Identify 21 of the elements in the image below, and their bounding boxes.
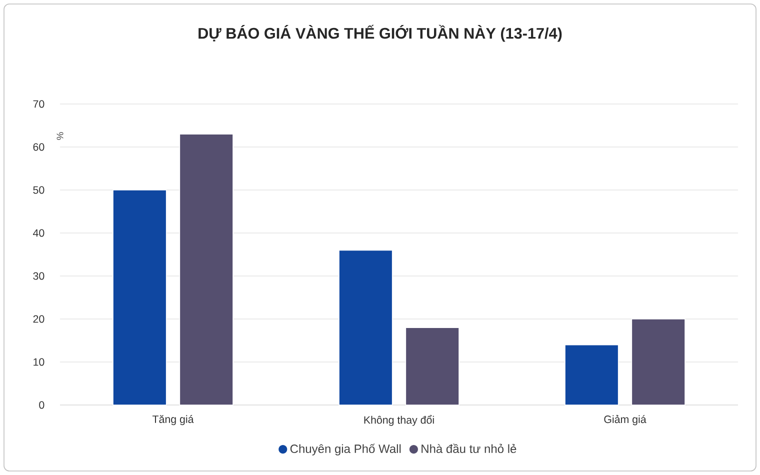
bar <box>564 344 619 406</box>
y-tick-label: 0 <box>39 401 44 409</box>
bar <box>112 190 167 406</box>
y-axis-title: % <box>56 132 64 140</box>
y-tick-label: 50 <box>33 186 44 194</box>
bar <box>338 250 393 406</box>
y-tick-label: 40 <box>33 229 44 237</box>
y-tick-label: 30 <box>33 272 44 280</box>
bar <box>179 134 234 406</box>
chart-title: DỰ BÁO GIÁ VÀNG THẾ GIỚI TUẦN NÀY (13-17/4) <box>198 24 562 42</box>
legend-label: Chuyên gia Phố Wall <box>290 444 401 456</box>
legend-label: Nhà đầu tư nhỏ lẻ <box>422 444 516 454</box>
y-tick-label: 10 <box>34 358 44 366</box>
y-tick-label: 20 <box>33 315 44 323</box>
x-tick-label: Giảm giá <box>604 415 646 426</box>
bar <box>405 327 460 406</box>
y-tick-label: 60 <box>33 143 44 151</box>
x-tick-label: Không thay đổi <box>364 415 434 426</box>
x-tick-label: Tăng giá <box>152 415 194 426</box>
y-tick-label: 70 <box>33 100 44 108</box>
bar <box>631 318 686 406</box>
